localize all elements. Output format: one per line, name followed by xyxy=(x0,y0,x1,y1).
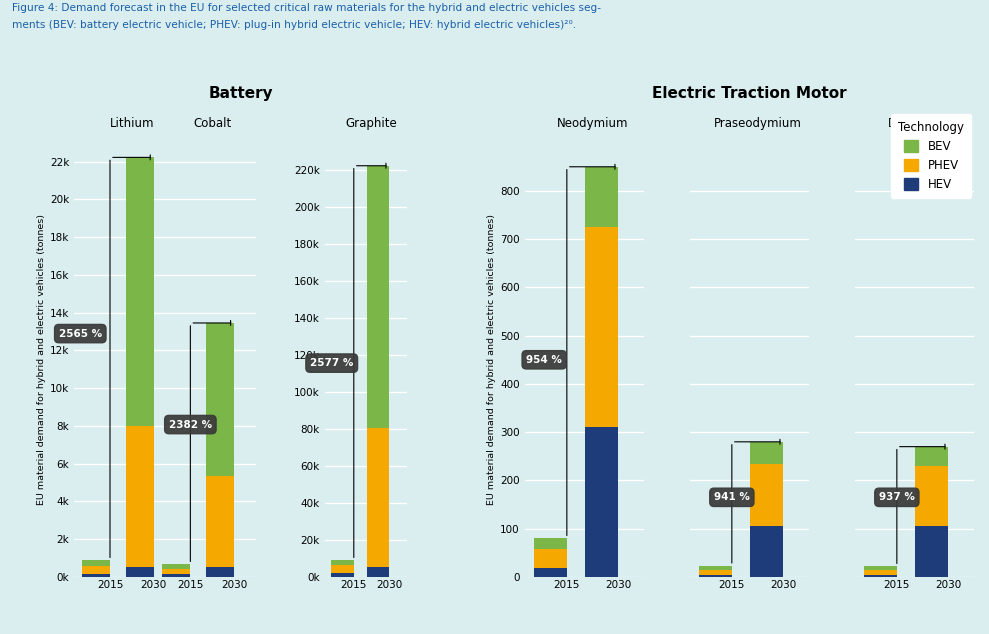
Bar xyxy=(751,463,783,526)
Bar xyxy=(206,567,234,577)
Bar xyxy=(916,446,948,466)
Bar xyxy=(863,574,897,577)
Y-axis label: EU material demand for hybrid and electric vehicles (tonnes): EU material demand for hybrid and electr… xyxy=(487,214,495,505)
Bar xyxy=(751,526,783,577)
Bar xyxy=(162,569,190,574)
Text: Cobalt: Cobalt xyxy=(193,117,231,129)
Bar xyxy=(206,476,234,567)
Bar xyxy=(534,549,567,568)
Text: Lithium: Lithium xyxy=(110,117,154,129)
Y-axis label: EU material demand for hybrid and electric vehicles (tonnes): EU material demand for hybrid and electr… xyxy=(37,214,45,505)
Bar xyxy=(82,560,110,566)
Text: 2382 %: 2382 % xyxy=(169,420,212,430)
Bar xyxy=(162,564,190,569)
Text: 2565 %: 2565 % xyxy=(58,328,102,339)
Bar xyxy=(126,567,153,577)
Text: 954 %: 954 % xyxy=(526,355,562,365)
Bar xyxy=(126,157,153,425)
Bar xyxy=(162,574,190,577)
Bar xyxy=(863,570,897,574)
Bar xyxy=(331,573,354,577)
Bar xyxy=(331,565,354,573)
Text: 941 %: 941 % xyxy=(714,493,750,502)
Bar xyxy=(585,227,618,427)
Bar xyxy=(331,560,354,565)
Bar xyxy=(699,566,732,570)
Text: Figure 4: Demand forecast in the EU for selected critical raw materials for the : Figure 4: Demand forecast in the EU for … xyxy=(12,3,601,13)
Bar xyxy=(126,425,153,567)
Bar xyxy=(206,323,234,476)
Text: Praseodymium: Praseodymium xyxy=(714,117,801,129)
Text: Neodymium: Neodymium xyxy=(557,117,628,129)
Text: 2577 %: 2577 % xyxy=(310,358,353,368)
Bar xyxy=(82,574,110,577)
Text: 937 %: 937 % xyxy=(879,493,915,502)
Bar xyxy=(751,442,783,463)
Text: Graphite: Graphite xyxy=(346,117,398,129)
Bar xyxy=(367,165,390,428)
Bar xyxy=(863,566,897,570)
Text: ments (BEV: battery electric vehicle; PHEV: plug-in hybrid electric vehicle; HEV: ments (BEV: battery electric vehicle; PH… xyxy=(12,20,576,30)
Bar xyxy=(585,167,618,227)
Bar xyxy=(367,567,390,577)
Bar xyxy=(367,428,390,567)
Bar xyxy=(916,466,948,526)
Bar xyxy=(916,526,948,577)
Bar xyxy=(699,570,732,574)
Bar xyxy=(534,568,567,577)
Bar xyxy=(534,538,567,549)
Bar xyxy=(699,574,732,577)
Text: Dysprosium: Dysprosium xyxy=(887,117,957,129)
Bar xyxy=(82,566,110,574)
Bar xyxy=(585,427,618,577)
Text: Electric Traction Motor: Electric Traction Motor xyxy=(652,86,847,101)
Text: Battery: Battery xyxy=(209,86,273,101)
Legend: BEV, PHEV, HEV: BEV, PHEV, HEV xyxy=(891,113,971,198)
